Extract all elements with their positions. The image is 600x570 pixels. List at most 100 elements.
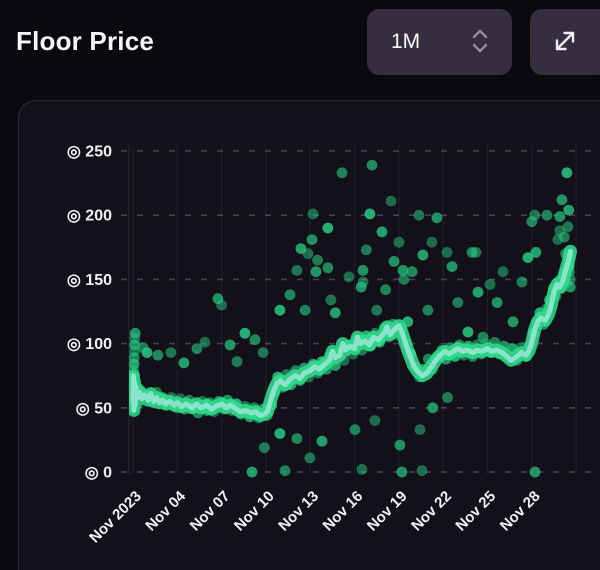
sale-point	[349, 424, 361, 435]
floor-price-line	[129, 244, 577, 422]
sale-point	[360, 244, 372, 256]
x-tick-label: Nov 28	[497, 488, 544, 535]
x-tick-label: Nov 19	[364, 488, 411, 535]
widget-header: Floor Price 1M	[0, 0, 600, 95]
sale-point	[442, 392, 453, 403]
sale-point	[562, 221, 574, 233]
sale-point	[274, 304, 286, 316]
sale-point	[416, 465, 428, 477]
sale-point	[441, 247, 453, 258]
sale-point	[316, 435, 328, 447]
sale-point	[462, 326, 474, 338]
sale-point	[249, 334, 261, 346]
sale-point	[422, 304, 434, 316]
sale-point	[406, 266, 418, 278]
sale-point	[530, 247, 542, 258]
y-tick-label: ◎ 250	[67, 144, 112, 161]
sale-point	[329, 307, 341, 319]
y-tick-label: ◎ 100	[67, 336, 112, 353]
sale-point	[364, 208, 376, 220]
sale-point	[312, 254, 323, 266]
sale-point	[472, 286, 484, 298]
sale-point	[141, 347, 153, 358]
sale-point	[178, 357, 190, 369]
sale-point	[231, 356, 243, 367]
sale-point	[376, 226, 388, 238]
sale-point	[304, 452, 316, 464]
y-tick-label: ◎ 200	[67, 208, 112, 225]
sale-point	[322, 262, 334, 274]
sale-point	[541, 209, 553, 221]
sale-point	[199, 336, 211, 348]
expand-chart-button[interactable]	[530, 9, 600, 75]
x-tick-label: Nov 22	[408, 488, 455, 535]
sale-point	[291, 433, 303, 444]
sale-point	[380, 284, 391, 296]
sale-point	[343, 271, 355, 283]
sale-point	[302, 248, 314, 260]
sale-point	[366, 159, 378, 171]
sale-point	[452, 297, 464, 308]
x-tick-label: Nov 2023	[86, 488, 145, 547]
sale-point	[259, 442, 270, 453]
x-tick-label: Nov 04	[142, 487, 189, 534]
sale-point	[336, 167, 348, 179]
sale-point	[129, 327, 141, 339]
x-tick-label: Nov 25	[452, 488, 499, 535]
sale-point	[257, 347, 269, 358]
sale-point	[558, 231, 570, 243]
sale-point	[426, 236, 438, 248]
sale-point	[224, 339, 236, 351]
sale-point	[239, 327, 251, 339]
horizontal-gridlines	[121, 150, 592, 473]
x-tick-label: Nov 16	[320, 488, 367, 535]
sale-point	[556, 194, 568, 206]
sale-point	[529, 466, 541, 478]
sale-point	[274, 428, 286, 439]
sale-point	[491, 297, 503, 308]
sale-point	[484, 279, 496, 290]
sale-point	[284, 289, 296, 301]
sale-point	[446, 261, 458, 272]
x-tick-label: Nov 10	[231, 488, 278, 535]
sale-point	[165, 347, 177, 358]
sale-point	[279, 465, 291, 477]
sale-point	[397, 265, 409, 276]
y-tick-label: ◎ 150	[67, 272, 112, 289]
sale-point	[306, 234, 318, 246]
timeframe-value: 1M	[391, 30, 421, 53]
sale-point	[497, 266, 509, 278]
sale-point	[522, 252, 534, 263]
sale-point	[431, 212, 443, 224]
sale-point	[356, 464, 368, 475]
sale-point	[325, 294, 337, 306]
timeframe-select[interactable]: 1M	[367, 9, 512, 75]
line-core	[130, 248, 573, 418]
x-tick-label: Nov 13	[275, 488, 322, 535]
sale-point	[394, 439, 406, 451]
sale-point	[516, 276, 528, 288]
sale-point	[388, 256, 400, 267]
sale-point	[310, 266, 322, 278]
sale-point	[371, 304, 383, 316]
sale-point	[396, 466, 408, 478]
sale-point	[357, 265, 369, 276]
sale-point	[246, 466, 258, 478]
sale-point	[414, 424, 426, 435]
y-axis-labels: ◎ 0 ◎ 50 ◎ 100 ◎ 150 ◎ 200 ◎ 250	[67, 144, 112, 482]
sale-point	[561, 167, 573, 179]
sale-point	[369, 415, 381, 426]
sale-point	[427, 402, 439, 414]
sale-point	[563, 204, 575, 216]
sale-point	[299, 304, 311, 316]
sale-point	[393, 236, 405, 248]
sale-point	[554, 211, 566, 222]
sale-point	[322, 222, 334, 234]
x-tick-label: Nov 07	[187, 488, 234, 535]
sale-point	[191, 343, 203, 355]
sale-point	[385, 195, 397, 207]
sale-point	[529, 209, 541, 221]
y-tick-label: ◎ 0	[85, 465, 112, 482]
